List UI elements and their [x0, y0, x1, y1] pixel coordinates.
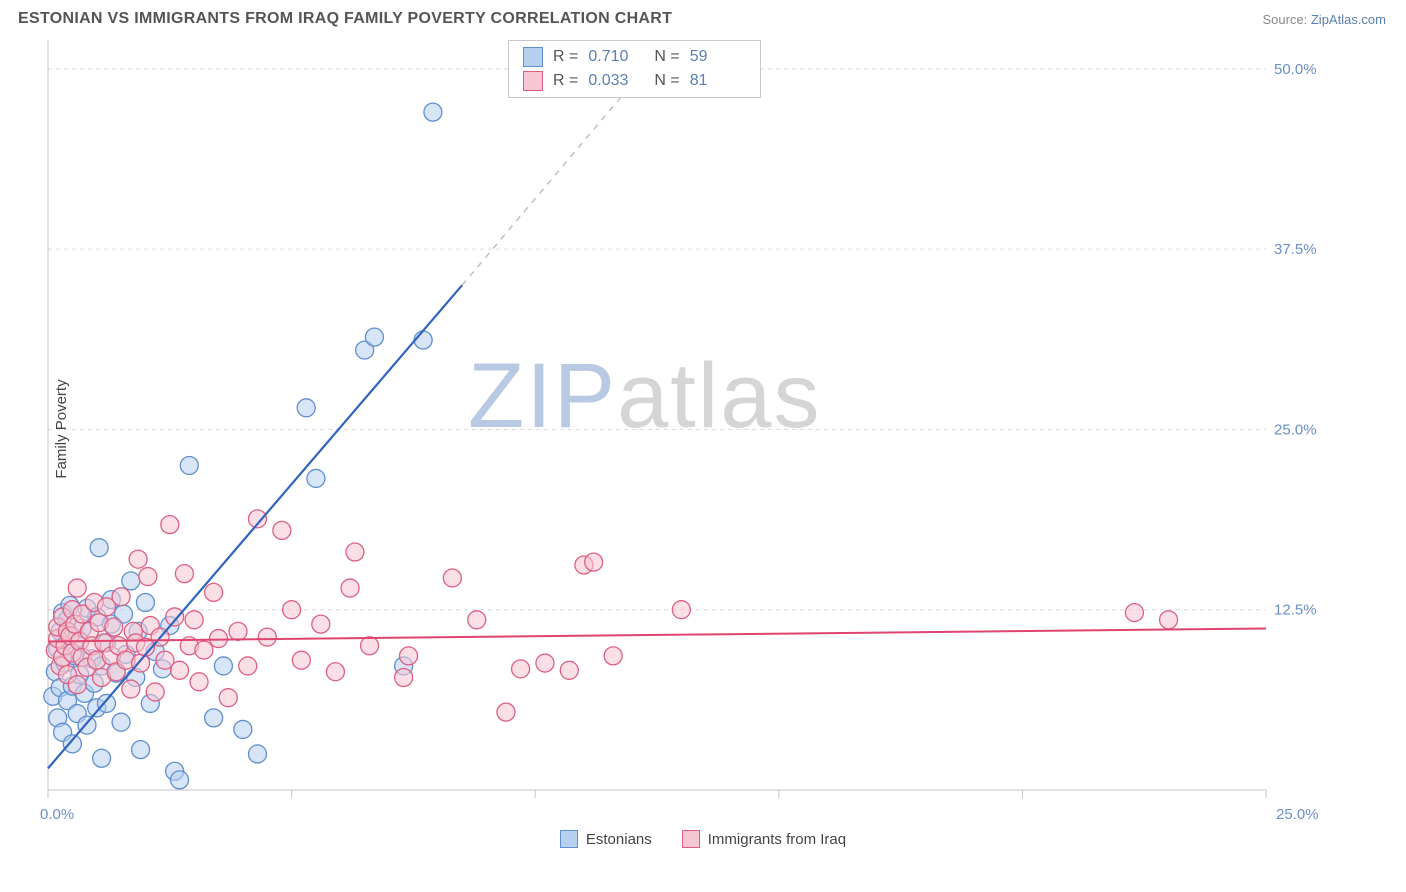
legend-swatch — [560, 830, 578, 848]
x-axis-tick-label-start: 0.0% — [40, 806, 74, 823]
data-point — [1160, 611, 1178, 629]
stat-n-value: 81 — [690, 72, 746, 90]
data-point — [283, 601, 301, 619]
data-point — [166, 608, 184, 626]
data-point — [219, 689, 237, 707]
data-point — [214, 657, 232, 675]
data-point — [307, 469, 325, 487]
data-point — [234, 720, 252, 738]
data-point — [229, 622, 247, 640]
data-point — [185, 611, 203, 629]
data-point — [312, 615, 330, 633]
data-point — [273, 521, 291, 539]
stat-r-value: 0.710 — [588, 48, 644, 66]
data-point — [468, 611, 486, 629]
data-point — [414, 331, 432, 349]
data-point — [248, 745, 266, 763]
chart-area: Family Poverty 12.5%25.0%37.5%50.0% ZIPa… — [18, 34, 1338, 824]
data-point — [292, 651, 310, 669]
data-point — [139, 568, 157, 586]
y-axis-label: Family Poverty — [53, 379, 70, 478]
data-point — [326, 663, 344, 681]
data-point — [68, 676, 86, 694]
data-point — [536, 654, 554, 672]
data-point — [171, 771, 189, 789]
data-point — [497, 703, 515, 721]
data-point — [1125, 604, 1143, 622]
data-point — [239, 657, 257, 675]
data-point — [297, 399, 315, 417]
legend-label: Immigrants from Iraq — [708, 831, 846, 848]
data-point — [205, 709, 223, 727]
data-point — [346, 543, 364, 561]
data-point — [63, 735, 81, 753]
correlation-stats-box: R = 0.710 N = 59 R = 0.033 N = 81 — [508, 40, 761, 98]
legend-swatch — [682, 830, 700, 848]
data-point — [560, 661, 578, 679]
data-point — [400, 647, 418, 665]
data-point — [512, 660, 530, 678]
scatter-plot: 12.5% 25.0% 37.5% 50.0% — [18, 34, 1338, 824]
legend-item: Estonians — [560, 830, 652, 848]
x-axis-tick-label-end: 25.0% — [1276, 806, 1319, 823]
legend-label: Estonians — [586, 831, 652, 848]
data-point — [210, 630, 228, 648]
stat-r-label: R = — [553, 72, 578, 90]
data-point — [97, 694, 115, 712]
stat-r-value: 0.033 — [588, 72, 644, 90]
data-point — [146, 683, 164, 701]
data-point — [93, 749, 111, 767]
data-point — [171, 661, 189, 679]
data-point — [205, 583, 223, 601]
source-link[interactable]: ZipAtlas.com — [1311, 12, 1386, 27]
data-point — [68, 579, 86, 597]
legend-item: Immigrants from Iraq — [682, 830, 846, 848]
stat-n-label: N = — [654, 72, 679, 90]
data-point — [672, 601, 690, 619]
stats-row: R = 0.033 N = 81 — [509, 69, 760, 93]
data-point — [361, 637, 379, 655]
data-point — [258, 628, 276, 646]
stat-n-label: N = — [654, 48, 679, 66]
data-point — [195, 641, 213, 659]
data-point — [90, 539, 108, 557]
y-axis-tick-label: 12.5% — [1274, 602, 1317, 619]
data-point — [341, 579, 359, 597]
stat-r-label: R = — [553, 48, 578, 66]
y-axis-tick-label: 25.0% — [1274, 421, 1317, 438]
data-point — [129, 550, 147, 568]
stats-row: R = 0.710 N = 59 — [509, 45, 760, 69]
source-prefix: Source: — [1262, 12, 1310, 27]
data-point — [112, 588, 130, 606]
data-point — [136, 594, 154, 612]
series-swatch — [523, 71, 543, 91]
data-point — [180, 456, 198, 474]
data-point — [175, 565, 193, 583]
data-point — [604, 647, 622, 665]
data-point — [112, 713, 130, 731]
data-point — [585, 553, 603, 571]
data-point — [105, 618, 123, 636]
data-point — [122, 680, 140, 698]
data-point — [443, 569, 461, 587]
y-axis-tick-label: 50.0% — [1274, 61, 1317, 78]
chart-title: ESTONIAN VS IMMIGRANTS FROM IRAQ FAMILY … — [18, 10, 672, 28]
stat-n-value: 59 — [690, 48, 746, 66]
data-point — [424, 103, 442, 121]
data-point — [395, 669, 413, 687]
data-point — [365, 328, 383, 346]
chart-header: ESTONIAN VS IMMIGRANTS FROM IRAQ FAMILY … — [0, 0, 1406, 34]
data-point — [122, 572, 140, 590]
data-point — [161, 516, 179, 534]
data-point — [190, 673, 208, 691]
data-point — [132, 741, 150, 759]
source-attribution: Source: ZipAtlas.com — [1262, 12, 1386, 27]
y-axis-tick-label: 37.5% — [1274, 241, 1317, 258]
series-swatch — [523, 47, 543, 67]
legend: Estonians Immigrants from Iraq — [0, 830, 1406, 848]
